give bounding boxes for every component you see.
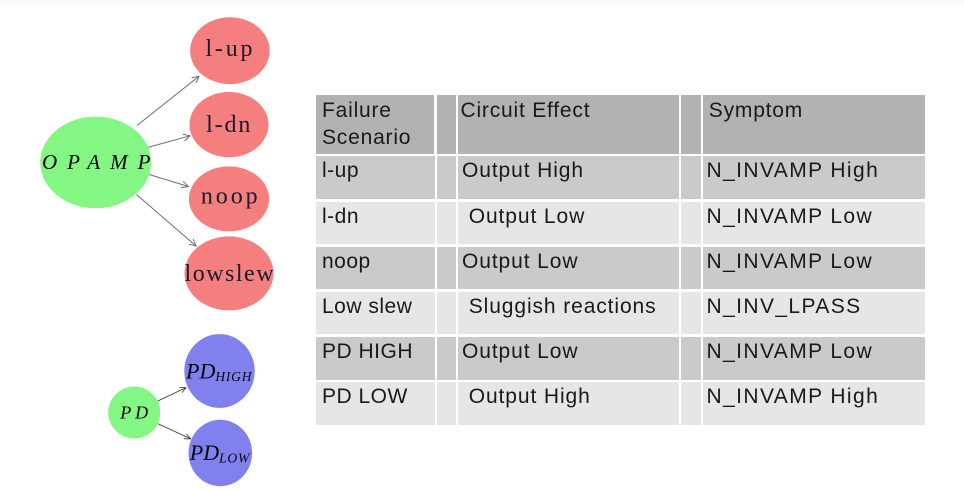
svg-text:noop: noop [201,183,261,209]
svg-text:PD: PD [119,403,152,423]
svg-text:lowslew: lowslew [185,261,276,287]
svg-text:OPAMP: OPAMP [42,150,160,174]
svg-text:l-up: l-up [205,36,255,62]
svg-text:l-dn: l-dn [206,112,252,138]
